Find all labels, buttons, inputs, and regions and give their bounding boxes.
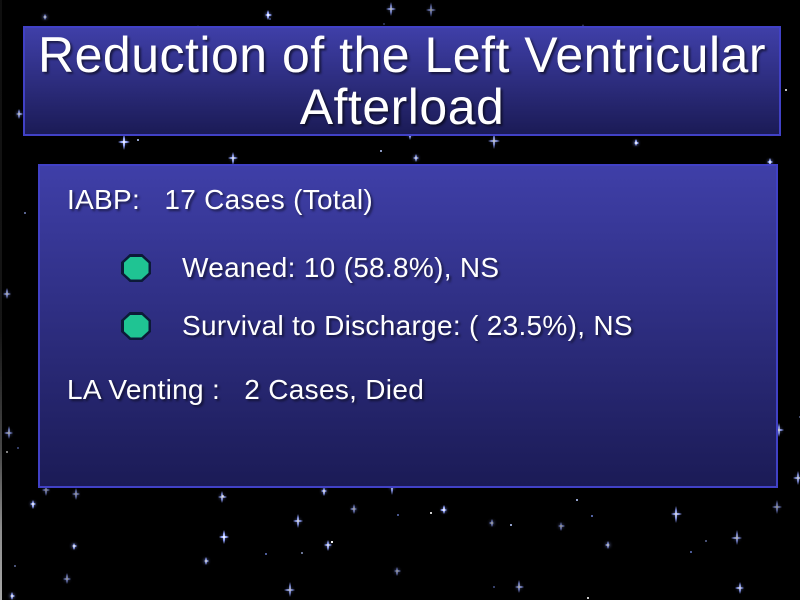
star-dot xyxy=(331,541,334,544)
bullet-line-weaned: Weaned: 10 (58.8%), NS xyxy=(121,251,499,285)
star-dot xyxy=(23,212,26,215)
star-sparkle xyxy=(604,540,611,549)
star-sparkle xyxy=(219,530,230,544)
slide-title: Reduction of the Left Ventricular Afterl… xyxy=(37,27,767,135)
star-sparkle xyxy=(320,486,328,496)
star-sparkle xyxy=(71,488,80,500)
star-dot xyxy=(382,22,385,25)
octagon-bullet-icon xyxy=(121,312,151,340)
star-sparkle xyxy=(558,521,565,531)
star-sparkle xyxy=(488,132,500,149)
star-dot xyxy=(784,89,787,92)
octagon-bullet-icon xyxy=(121,254,151,282)
star-sparkle xyxy=(425,3,436,17)
octagon-bullet-fill xyxy=(123,314,149,338)
star-sparkle xyxy=(9,592,16,600)
star-sparkle xyxy=(514,580,524,593)
star-dot xyxy=(493,585,496,588)
line-text: Weaned: 10 (58.8%), NS xyxy=(182,252,500,283)
star-dot xyxy=(300,551,303,554)
content-box: IABP: 17 Cases (Total) Weaned: 10 (58.8%… xyxy=(38,164,778,488)
star-sparkle xyxy=(735,581,744,594)
star-sparkle xyxy=(489,519,495,527)
star-dot xyxy=(689,551,692,554)
star-dot xyxy=(265,553,268,556)
bullet-line-survival: Survival to Discharge: ( 23.5%), NS xyxy=(121,309,633,343)
star-dot xyxy=(575,499,578,501)
line-text: Survival to Discharge: ( 23.5%), NS xyxy=(182,310,633,341)
star-dot xyxy=(380,149,383,152)
star-dot xyxy=(705,540,708,543)
star-dot xyxy=(509,524,512,527)
star-dot xyxy=(429,512,432,515)
star-sparkle xyxy=(117,133,130,151)
star-sparkle xyxy=(228,151,238,166)
octagon-bullet-fill xyxy=(123,256,149,280)
star-sparkle xyxy=(71,542,77,550)
star-sparkle xyxy=(15,108,23,119)
star-dot xyxy=(221,494,224,497)
star-sparkle xyxy=(413,154,419,163)
star-sparkle xyxy=(767,157,774,167)
star-sparkle xyxy=(324,539,333,552)
star-dot xyxy=(268,17,271,20)
title-box: Reduction of the Left Ventricular Afterl… xyxy=(23,26,781,136)
star-sparkle xyxy=(42,485,50,496)
star-dot xyxy=(137,138,140,141)
star-sparkle xyxy=(3,426,14,440)
star-sparkle xyxy=(386,2,396,16)
star-sparkle xyxy=(393,566,401,576)
star-sparkle xyxy=(670,506,683,523)
star-sparkle xyxy=(3,288,11,300)
star-sparkle xyxy=(203,556,210,565)
star-sparkle xyxy=(633,139,639,147)
star-dot xyxy=(6,451,9,453)
screen-edge-artifact xyxy=(0,0,2,600)
text-line-iabp: IABP: 17 Cases (Total) xyxy=(67,183,373,217)
line-text: LA Venting : 2 Cases, Died xyxy=(67,374,425,405)
star-sparkle xyxy=(217,491,227,504)
star-sparkle xyxy=(264,9,273,21)
star-sparkle xyxy=(284,582,296,598)
star-sparkle xyxy=(774,422,785,437)
star-sparkle xyxy=(63,573,71,585)
star-sparkle xyxy=(30,500,37,509)
star-dot xyxy=(14,565,16,568)
star-dot xyxy=(396,514,399,517)
star-sparkle xyxy=(771,500,782,515)
star-sparkle xyxy=(292,513,304,529)
star-sparkle xyxy=(731,530,743,546)
star-dot xyxy=(17,447,19,450)
star-sparkle xyxy=(440,505,448,515)
star-sparkle xyxy=(350,504,358,514)
text-line-la-venting: LA Venting : 2 Cases, Died xyxy=(67,373,424,407)
line-text: IABP: 17 Cases (Total) xyxy=(67,184,373,215)
star-sparkle xyxy=(42,14,47,21)
star-dot xyxy=(587,596,590,599)
star-sparkle xyxy=(793,470,800,485)
star-dot xyxy=(591,515,594,518)
